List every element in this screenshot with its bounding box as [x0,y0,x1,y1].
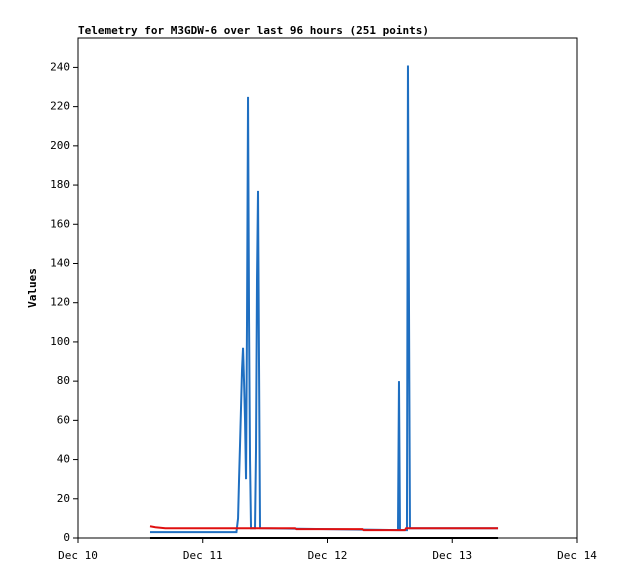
y-tick-label: 200 [50,139,70,152]
y-tick-label: 100 [50,335,70,348]
y-tick-label: 60 [57,413,70,426]
y-tick-label: 40 [57,453,70,466]
y-tick-label: 120 [50,296,70,309]
y-tick-label: 20 [57,492,70,505]
y-tick-label: 240 [50,60,70,73]
y-tick-label: 160 [50,217,70,230]
chart-title: Telemetry for M3GDW-6 over last 96 hours… [78,24,429,37]
y-tick-label: 80 [57,374,70,387]
y-axis-label: Values [26,268,39,308]
x-tick-label: Dec 13 [432,549,472,562]
y-tick-label: 180 [50,178,70,191]
x-tick-label: Dec 12 [308,549,348,562]
x-tick-label: Dec 11 [183,549,223,562]
x-tick-label: Dec 10 [58,549,98,562]
y-tick-label: 140 [50,256,70,269]
series-line [149,525,499,532]
y-tick-label: 220 [50,100,70,113]
x-tick-label: Dec 14 [557,549,597,562]
y-tick-label: 0 [63,531,70,544]
